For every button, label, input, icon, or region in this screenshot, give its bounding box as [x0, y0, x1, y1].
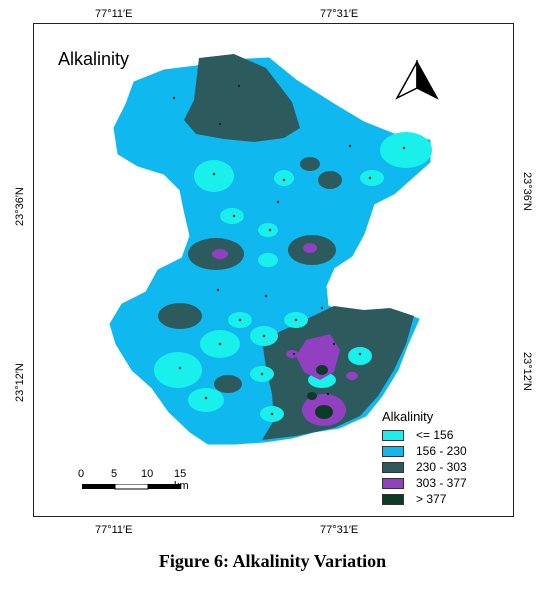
legend-swatch: [382, 477, 404, 489]
sample-point: [282, 178, 286, 182]
region-class-le-156: [220, 208, 244, 224]
region-class-230-303: [300, 157, 320, 171]
scale-bar: 0 5 10 15 km: [78, 468, 189, 494]
sample-point: [348, 144, 352, 148]
north-arrow-icon: [395, 60, 439, 100]
sample-point: [178, 366, 182, 370]
region-class-230-303: [214, 375, 242, 393]
legend-swatch: [382, 429, 404, 441]
sample-point: [276, 200, 280, 204]
region-class-303-377: [212, 249, 228, 259]
region-class-230-303-south: [262, 306, 414, 440]
region-class-230-303: [158, 303, 202, 329]
lat-label-right-upper: 23°36′N: [521, 172, 533, 211]
legend: Alkalinity <= 156 156 - 230 230 - 303 30…: [382, 409, 512, 507]
region-class-le-156: [360, 170, 384, 186]
legend-label: 230 - 303: [416, 460, 467, 474]
legend-swatch: [382, 493, 404, 505]
region-class-gt-377: [315, 405, 333, 419]
region-class-le-156: [194, 160, 234, 192]
region-class-le-156: [258, 223, 278, 237]
sample-point: [237, 84, 241, 88]
alkalinity-map: [109, 54, 432, 445]
sample-point: [402, 146, 406, 150]
legend-label: <= 156: [416, 428, 454, 442]
sample-point: [270, 412, 274, 416]
sample-point: [212, 172, 216, 176]
sample-point: [326, 392, 330, 396]
region-class-303-377: [296, 334, 340, 380]
sample-point: [232, 214, 236, 218]
region-class-le-156: [380, 132, 432, 168]
legend-swatch: [382, 461, 404, 473]
region-class-230-303: [318, 171, 342, 189]
sample-point: [332, 342, 336, 346]
region-class-230-303-north: [184, 54, 300, 142]
legend-label: 303 - 377: [416, 476, 467, 490]
lat-label-left-lower: 23°12′N: [14, 363, 26, 402]
legend-item: 303 - 377: [382, 475, 512, 491]
region-class-303-377: [303, 243, 317, 253]
legend-item: > 377: [382, 491, 512, 507]
region-class-le-156: [188, 388, 224, 412]
sample-point: [260, 372, 264, 376]
scale-label: 0: [78, 468, 85, 480]
sample-point: [264, 294, 268, 298]
region-class-gt-377: [316, 365, 328, 375]
region-class-le-156: [348, 347, 372, 365]
sample-point: [268, 228, 272, 232]
lon-label-bottom-right: 77°31′E: [320, 524, 359, 536]
sample-point: [218, 342, 222, 346]
figure-caption: Figure 6: Alkalinity Variation: [158, 551, 387, 571]
sample-point: [204, 396, 208, 400]
lon-label-top-left: 77°11′E: [95, 8, 133, 20]
sample-point: [294, 318, 298, 322]
sample-point: [238, 318, 242, 322]
region-class-303-377: [286, 350, 298, 358]
sample-point: [172, 96, 176, 100]
legend-swatch: [382, 445, 404, 457]
legend-item: <= 156: [382, 427, 512, 443]
legend-label: > 377: [416, 492, 447, 506]
region-class-le-156: [258, 253, 278, 267]
lat-label-right-lower: 23°12′N: [521, 352, 533, 391]
sample-point: [368, 176, 372, 180]
region-class-303-377: [346, 372, 358, 380]
region-class-gt-377: [307, 392, 317, 400]
sample-points: [172, 84, 406, 416]
lon-label-bottom-left: 77°11′E: [95, 524, 133, 536]
scale-label: 10: [141, 468, 154, 480]
legend-item: 156 - 230: [382, 443, 512, 459]
region-class-le-156: [154, 352, 202, 388]
scale-labels: 0 5 10 15 km: [78, 468, 189, 492]
sample-point: [358, 352, 362, 356]
sample-point: [218, 122, 222, 126]
scale-bar-graphic: [82, 484, 181, 490]
sample-point: [216, 288, 220, 292]
sample-point: [320, 306, 324, 310]
lat-label-left-upper: 23°36′N: [14, 187, 26, 226]
map-title: Alkalinity: [58, 49, 130, 69]
legend-item: 230 - 303: [382, 459, 512, 475]
legend-label: 156 - 230: [416, 444, 467, 458]
sample-point: [262, 334, 266, 338]
sample-point: [292, 352, 296, 356]
legend-title: Alkalinity: [382, 409, 434, 424]
lon-label-top-right: 77°31′E: [320, 8, 359, 20]
region-class-le-156: [274, 170, 294, 186]
scale-label: 5: [111, 468, 118, 480]
